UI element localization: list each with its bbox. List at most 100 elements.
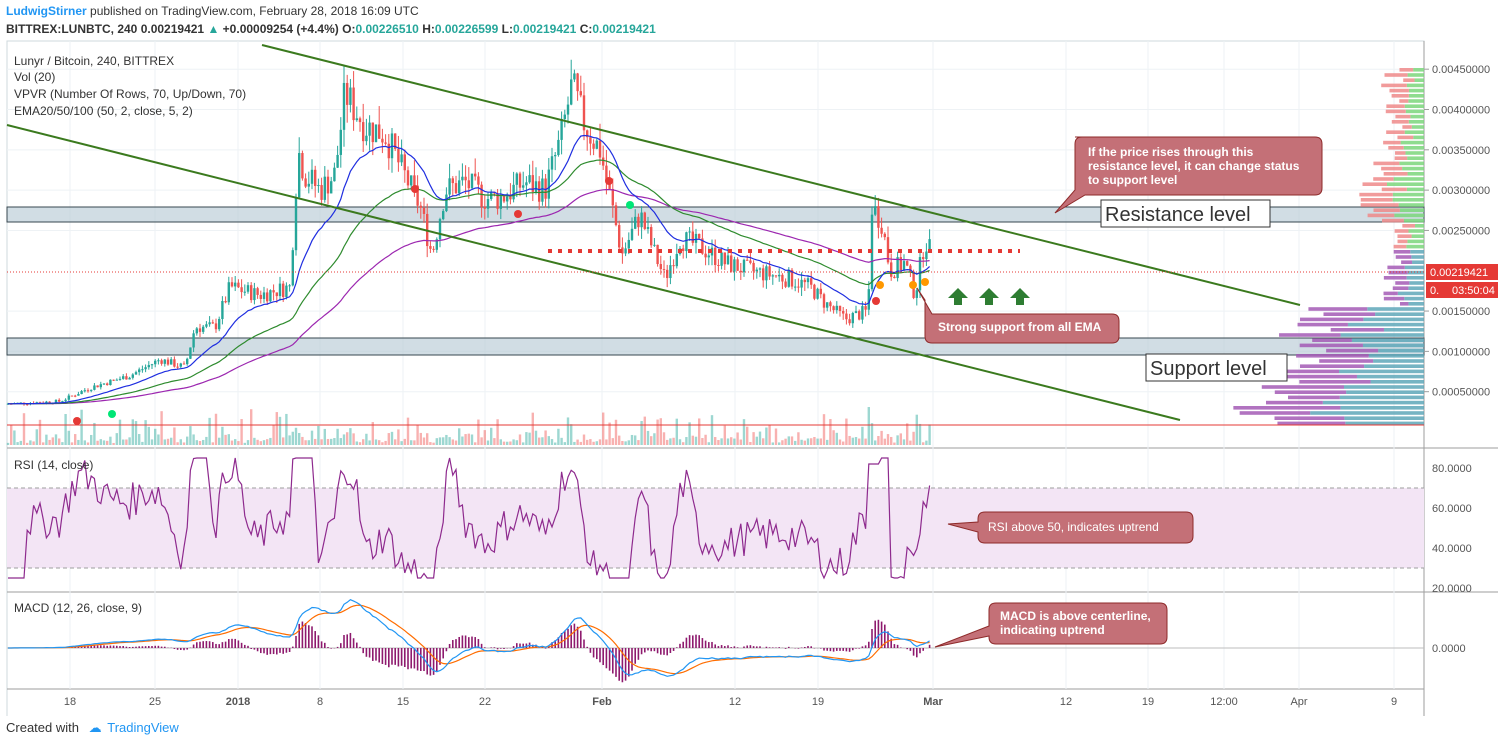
vpvr-bar-down [1389,88,1409,93]
time-axis[interactable]: 18 25 2018 8 15 22 Feb 12 19 Mar 12 19 12:00 Apr 9 [64,696,1397,708]
candle-body [477,176,480,185]
volume-bar [685,437,688,445]
tradingview-brand[interactable]: TradingView [107,720,179,735]
vpvr-bar-down [1388,270,1408,275]
price-change: +0.00009254 (+4.4%) [222,22,339,36]
candle-body [387,143,390,159]
candle-body [144,367,147,370]
volume-bar [246,440,250,445]
volume-bar [45,434,48,445]
candle-body [275,292,278,297]
vpvr-bar-up [1408,88,1424,93]
volume-bar [186,436,189,445]
vpvr-bar-down [1373,208,1400,212]
volume-bar [349,428,352,445]
candle-body [586,130,589,138]
volume-bar [154,428,157,445]
volume-bar [918,423,922,445]
vpvr-bar-down [1326,348,1379,353]
candle-body [205,324,208,327]
vpvr-bar-down [1296,354,1369,358]
legend-title[interactable]: Lunyr / Bitcoin, 240, BITTREX [14,54,174,68]
candle-body [640,212,643,228]
volume-bar [429,442,432,445]
macd-histogram [10,619,931,683]
candle-body [698,233,701,239]
lower-trend-line[interactable] [6,124,1181,421]
macd-axis[interactable]: 0.0000 [1432,643,1466,655]
volume-bar [413,440,416,445]
vpvr-bar-down [1288,395,1340,400]
candle-body [438,219,442,240]
candle-body [218,319,221,330]
price-axis[interactable]: 0.00450000 0.00400000 0.00350000 0.00300000… [1424,64,1490,399]
volume-bar [768,424,771,445]
candle-body [582,95,586,131]
candle-body [342,82,346,130]
candle-body [890,262,893,277]
volume-bar [829,419,832,445]
volume-bar [106,440,109,445]
candle-body [736,259,739,271]
vpvr-bar-down [1395,114,1411,119]
vpvr-bar-up [1408,94,1424,98]
volume-bar [419,432,422,445]
rsi-tick-label: 80.0000 [1432,463,1472,475]
volume-bar [157,434,160,445]
volume-bar [426,433,429,445]
author-name[interactable]: LudwigStirner [6,4,87,18]
volume-bar [176,442,179,445]
legend-vpvr[interactable]: VPVR (Number Of Rows, 70, Up/Down, 70) [14,87,246,101]
candle-body [797,286,800,288]
vpvr-bar-down [1299,364,1365,368]
legend-macd[interactable]: MACD (12, 26, close, 9) [14,601,142,615]
rsi-axis[interactable]: 80.0000 60.0000 40.0000 20.0000 [1432,463,1472,595]
vpvr-bar-up [1345,421,1424,426]
cross-dot [514,210,522,218]
volume-bar [736,432,739,445]
volume-bar [400,441,403,445]
vpvr-bar-up [1339,395,1424,400]
low-value: 0.00219421 [512,22,577,36]
macd-line [8,599,930,677]
candle-body [307,183,310,187]
volume-bar [749,441,752,445]
volume-bar [435,438,438,445]
vpvr-bar-down [1373,177,1394,181]
vpvr-bar-up [1362,343,1424,348]
candle-body [198,328,202,332]
time-tick-label: 12:00 [1210,696,1238,708]
vpvr-bar-down [1384,73,1408,77]
ema-cross-markers [73,177,929,425]
candle-body [682,248,685,252]
vpvr-bar-up [1398,203,1424,207]
upper-trend-line[interactable] [261,44,1301,306]
candle-body [349,87,352,105]
up-arrows [948,288,1030,305]
volume-bar [198,441,202,445]
legend-ema[interactable]: EMA20/50/100 (50, 2, close, 5, 2) [14,104,193,118]
candle-body [362,122,365,142]
candle-body [368,122,371,136]
volume-bar [515,440,518,445]
candle-body [384,142,387,144]
chart-canvas[interactable]: Resistance level Support level If the pr… [0,40,1502,716]
candle-body [685,232,688,252]
volume-bar [189,426,192,445]
volume-bar [250,409,253,445]
tradingview-logo-icon[interactable]: ☁ [88,720,102,735]
candle-body [624,248,627,254]
volume-bar [58,438,61,445]
volume-bar [410,440,413,445]
volume-bar [307,440,310,445]
candle-body [253,288,256,301]
candle-body [515,173,518,185]
vpvr-bar-up [1410,250,1424,254]
volume-bar [51,437,54,445]
volume-bar [672,437,675,445]
vpvr-bar-up [1399,161,1424,166]
legend-rsi[interactable]: RSI (14, close) [14,458,93,472]
legend-vol[interactable]: Vol (20) [14,70,55,84]
volume-bar [70,442,74,445]
volume-bar [662,432,666,445]
